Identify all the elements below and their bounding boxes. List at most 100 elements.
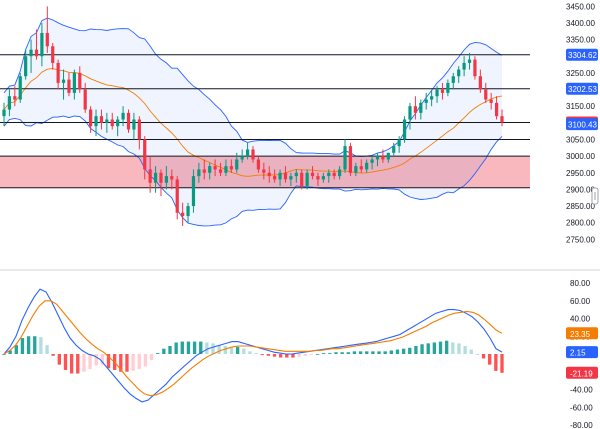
histogram-bar [352, 351, 357, 354]
candle-body [218, 169, 223, 173]
candle [365, 159, 369, 173]
price-panel: 3450.003400.003350.003300.003250.003200.… [0, 2, 599, 244]
candle [186, 202, 190, 223]
candle [484, 82, 488, 103]
candle-body [402, 119, 407, 140]
price-tag-bg [566, 48, 598, 61]
histogram-bar [303, 354, 307, 356]
candle-body [457, 69, 461, 77]
candle [251, 146, 255, 163]
bollinger-fill [4, 18, 502, 226]
macd-tick-label: -60.00 [570, 403, 593, 412]
candle [305, 169, 309, 190]
candle [370, 156, 374, 170]
candle [451, 72, 455, 90]
histogram-bar [248, 351, 252, 354]
histogram-bar [463, 346, 467, 354]
candle [424, 92, 428, 110]
candle [121, 106, 125, 127]
candle-body [40, 32, 44, 57]
candle [153, 166, 158, 193]
candle-body [419, 102, 423, 113]
candle-body [386, 152, 390, 160]
histogram-bar [235, 346, 240, 354]
candle-body [159, 172, 163, 183]
histogram-bar [278, 354, 283, 358]
candle [273, 169, 277, 183]
candle [327, 169, 331, 183]
histogram-bar [451, 342, 455, 354]
histogram-bar [26, 336, 31, 354]
candle [213, 159, 217, 177]
candle [218, 162, 223, 177]
histogram-bar [475, 354, 480, 355]
histogram-bar [266, 354, 271, 356]
candle [240, 149, 244, 163]
candle [354, 162, 358, 177]
macd-tick-label: -40.00 [570, 386, 593, 395]
candle [473, 56, 477, 80]
candle-body [262, 169, 266, 173]
histogram-bar [39, 337, 43, 354]
histogram-bar [371, 351, 375, 354]
histogram-bar [33, 336, 37, 354]
histogram-bar [63, 354, 68, 370]
histogram-bar [69, 354, 74, 374]
price-tick-label: 3450.00 [566, 2, 595, 11]
candle-body [273, 176, 277, 180]
histogram-bar [358, 351, 363, 354]
macd-tag-label: -21.19 [570, 369, 593, 378]
candle [229, 159, 233, 173]
candle-body [186, 206, 190, 217]
candle [262, 162, 266, 180]
candle-body [181, 212, 185, 217]
candle [413, 96, 417, 120]
histogram-bar [14, 345, 18, 354]
candle [170, 169, 174, 190]
candle-body [116, 119, 120, 127]
candle-body [126, 112, 131, 130]
histogram-bar [88, 354, 92, 370]
bollinger-lower [3, 115, 503, 227]
histogram-bar [322, 353, 326, 354]
candle [267, 166, 271, 183]
candle-body [164, 176, 168, 183]
candle-body [462, 62, 466, 70]
histogram-bar [315, 354, 320, 355]
bollinger-upper [3, 17, 503, 157]
candle-body [45, 32, 49, 47]
candle-body [435, 89, 439, 97]
candle [94, 109, 98, 137]
candle [402, 116, 407, 143]
price-tick-label: 2800.00 [566, 219, 595, 228]
candle [132, 112, 136, 140]
candle [245, 142, 250, 160]
histogram-bar [131, 354, 135, 371]
histogram-bar [223, 346, 228, 354]
candle [408, 102, 412, 130]
candle-body [256, 159, 261, 170]
candle-body [397, 139, 401, 147]
candle [392, 142, 396, 157]
candle [294, 169, 298, 183]
candle-body [359, 166, 363, 170]
candle [40, 22, 44, 67]
price-tick-label: 3050.00 [566, 135, 595, 144]
candle-body [354, 166, 358, 173]
histogram-bar [186, 341, 191, 354]
candle [202, 159, 206, 180]
price-tick-label: 3400.00 [566, 19, 595, 28]
candle-body [251, 149, 255, 160]
histogram-bar [444, 340, 449, 354]
histogram-bar [57, 354, 62, 365]
histogram-bar [365, 351, 369, 354]
macd-tag-bg [566, 346, 598, 359]
candle-body [89, 109, 93, 127]
candle [126, 109, 131, 133]
scroll-handle[interactable] [591, 187, 599, 205]
histogram-bar [254, 353, 258, 354]
candle [110, 112, 114, 130]
histogram-bar [119, 354, 123, 372]
candle-body [424, 99, 428, 103]
candle-body [18, 76, 22, 100]
